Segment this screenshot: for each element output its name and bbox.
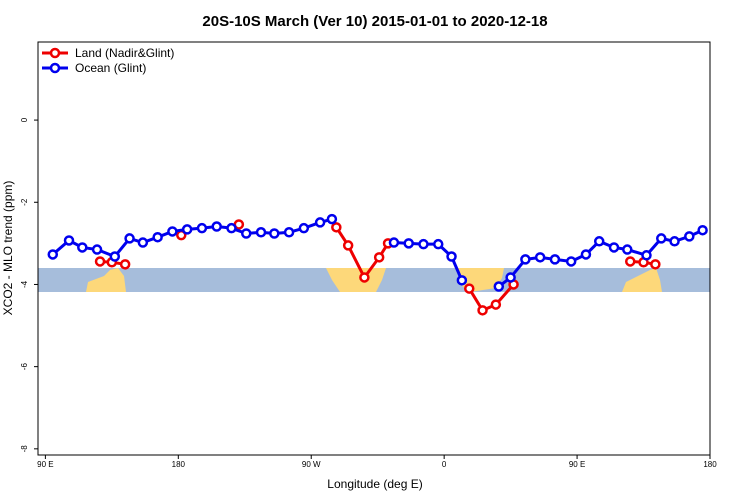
x-tick-label: 180 [703,460,717,469]
data-point [624,256,636,267]
y-tick-label: -8 [20,445,29,453]
data-point [593,236,605,247]
data-point [298,222,310,234]
y-tick-label: -4 [20,280,29,288]
data-point [255,227,267,238]
data-point [167,226,178,237]
x-tick-label: 90 E [569,460,585,469]
map-strip [38,268,710,292]
data-point [656,233,667,244]
data-point [124,233,135,244]
data-point [580,249,592,260]
data-point [109,251,121,262]
data-point [373,252,385,263]
data-point [181,224,193,235]
legend: Land (Nadir&Glint)Ocean (Glint) [42,46,174,75]
data-point [650,259,661,270]
chart-title: 20S-10S March (Ver 10) 2015-01-01 to 202… [202,13,547,30]
data-point [669,236,680,247]
data-point [549,254,561,265]
data-point [119,259,131,270]
data-point [520,254,531,265]
data-point [152,231,163,243]
data-point [432,238,444,250]
data-point [622,244,633,255]
legend-marker [49,47,61,59]
x-tick-label: 0 [442,460,447,469]
land-shape [622,268,662,292]
data-point [283,227,295,238]
land-shape [86,268,126,292]
data-point [403,238,414,249]
data-point [342,240,354,251]
data-point [388,237,400,248]
data-point [456,275,468,286]
data-point [608,242,620,253]
data-point [63,235,75,246]
y-tick-label: -2 [20,198,29,206]
data-point [446,251,457,262]
data-point [331,222,342,233]
data-point [226,222,237,234]
data-point [534,252,546,263]
y-tick-label: -6 [20,363,29,371]
data-point [565,256,577,267]
data-point [240,228,252,239]
series-line [467,283,515,313]
x-tick-label: 90 W [302,460,321,469]
data-point [490,299,502,310]
legend-label: Ocean (Glint) [75,61,146,75]
data-point [684,231,695,242]
data-point [94,256,106,267]
x-axis-label: Longitude (deg E) [327,477,422,491]
data-point [211,221,222,232]
data-point [196,222,208,234]
land-shape [326,268,386,292]
data-point [269,228,280,239]
x-tick-label: 90 E [37,460,53,469]
data-point [137,237,149,248]
y-axis-label: XCO2 - MLO trend (ppm) [1,181,15,316]
data-point [47,249,59,260]
legend-label: Land (Nadir&Glint) [75,46,174,60]
data-point [697,224,708,236]
data-point [77,242,88,253]
data-point [641,250,652,261]
data-point [505,272,516,283]
data-point [359,272,370,283]
data-point [477,305,488,316]
plot-frame [37,41,711,456]
data-point [314,217,326,228]
data-point [91,244,103,255]
data-point [418,238,429,250]
data-point [493,281,505,292]
legend-marker [49,62,61,74]
y-tick-label: 0 [20,117,29,122]
data-point [326,213,338,225]
x-tick-label: 180 [172,460,186,469]
data-point [464,283,475,294]
